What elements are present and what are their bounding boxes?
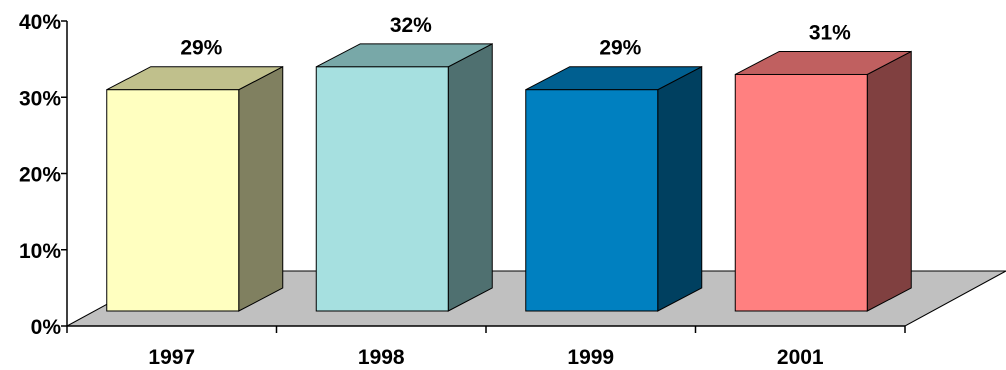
- x-category-label: 1997: [148, 346, 195, 369]
- bar-front: [525, 89, 659, 312]
- bar-2001: [734, 50, 912, 312]
- bar-front: [106, 89, 240, 312]
- bars: [106, 43, 912, 312]
- data-label: 29%: [599, 37, 641, 60]
- bar-front: [734, 73, 868, 312]
- x-category-label: 2001: [777, 346, 824, 369]
- y-tick-label: 10%: [19, 240, 61, 263]
- y-tick-label: 40%: [19, 11, 61, 34]
- bar-1998: [315, 43, 493, 312]
- data-label: 29%: [180, 37, 222, 60]
- bar-side: [657, 65, 703, 312]
- x-axis: 1997 1998 1999 2001: [66, 326, 906, 369]
- data-label: 32%: [390, 14, 432, 37]
- y-tick-label: 30%: [19, 87, 61, 110]
- bar-side: [866, 50, 912, 312]
- data-labels: 29% 32% 29% 31%: [180, 14, 851, 60]
- x-category-label: 1999: [567, 346, 614, 369]
- x-category-label: 1998: [358, 346, 405, 369]
- bar-side: [238, 65, 284, 312]
- y-axis: 0% 10% 20% 30% 40%: [19, 11, 67, 339]
- y-tick-label: 20%: [19, 164, 61, 187]
- bar-1999: [525, 65, 703, 312]
- bar-1997: [106, 65, 284, 312]
- bar-side: [447, 43, 493, 312]
- data-label: 31%: [809, 21, 851, 44]
- bar-front: [315, 66, 449, 312]
- y-tick-label: 0%: [31, 316, 62, 339]
